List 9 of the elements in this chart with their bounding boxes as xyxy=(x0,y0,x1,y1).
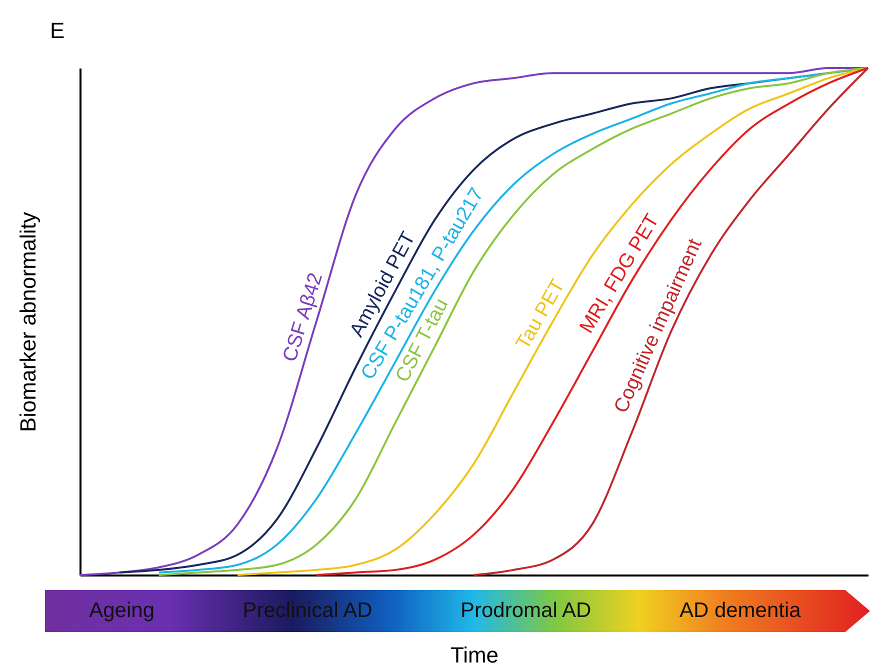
y-axis-title: Biomarker abnormality xyxy=(16,212,40,432)
text: Ageing xyxy=(89,599,154,623)
text: CSF Aβ42 xyxy=(278,270,328,364)
text: Preclinical AD xyxy=(242,599,372,623)
text: AD dementia xyxy=(679,599,801,623)
text: Tau PET xyxy=(512,276,570,354)
chart-title: E xyxy=(50,18,65,43)
text: Prodromal AD xyxy=(460,599,592,623)
x-axis-title: Time xyxy=(450,642,499,667)
